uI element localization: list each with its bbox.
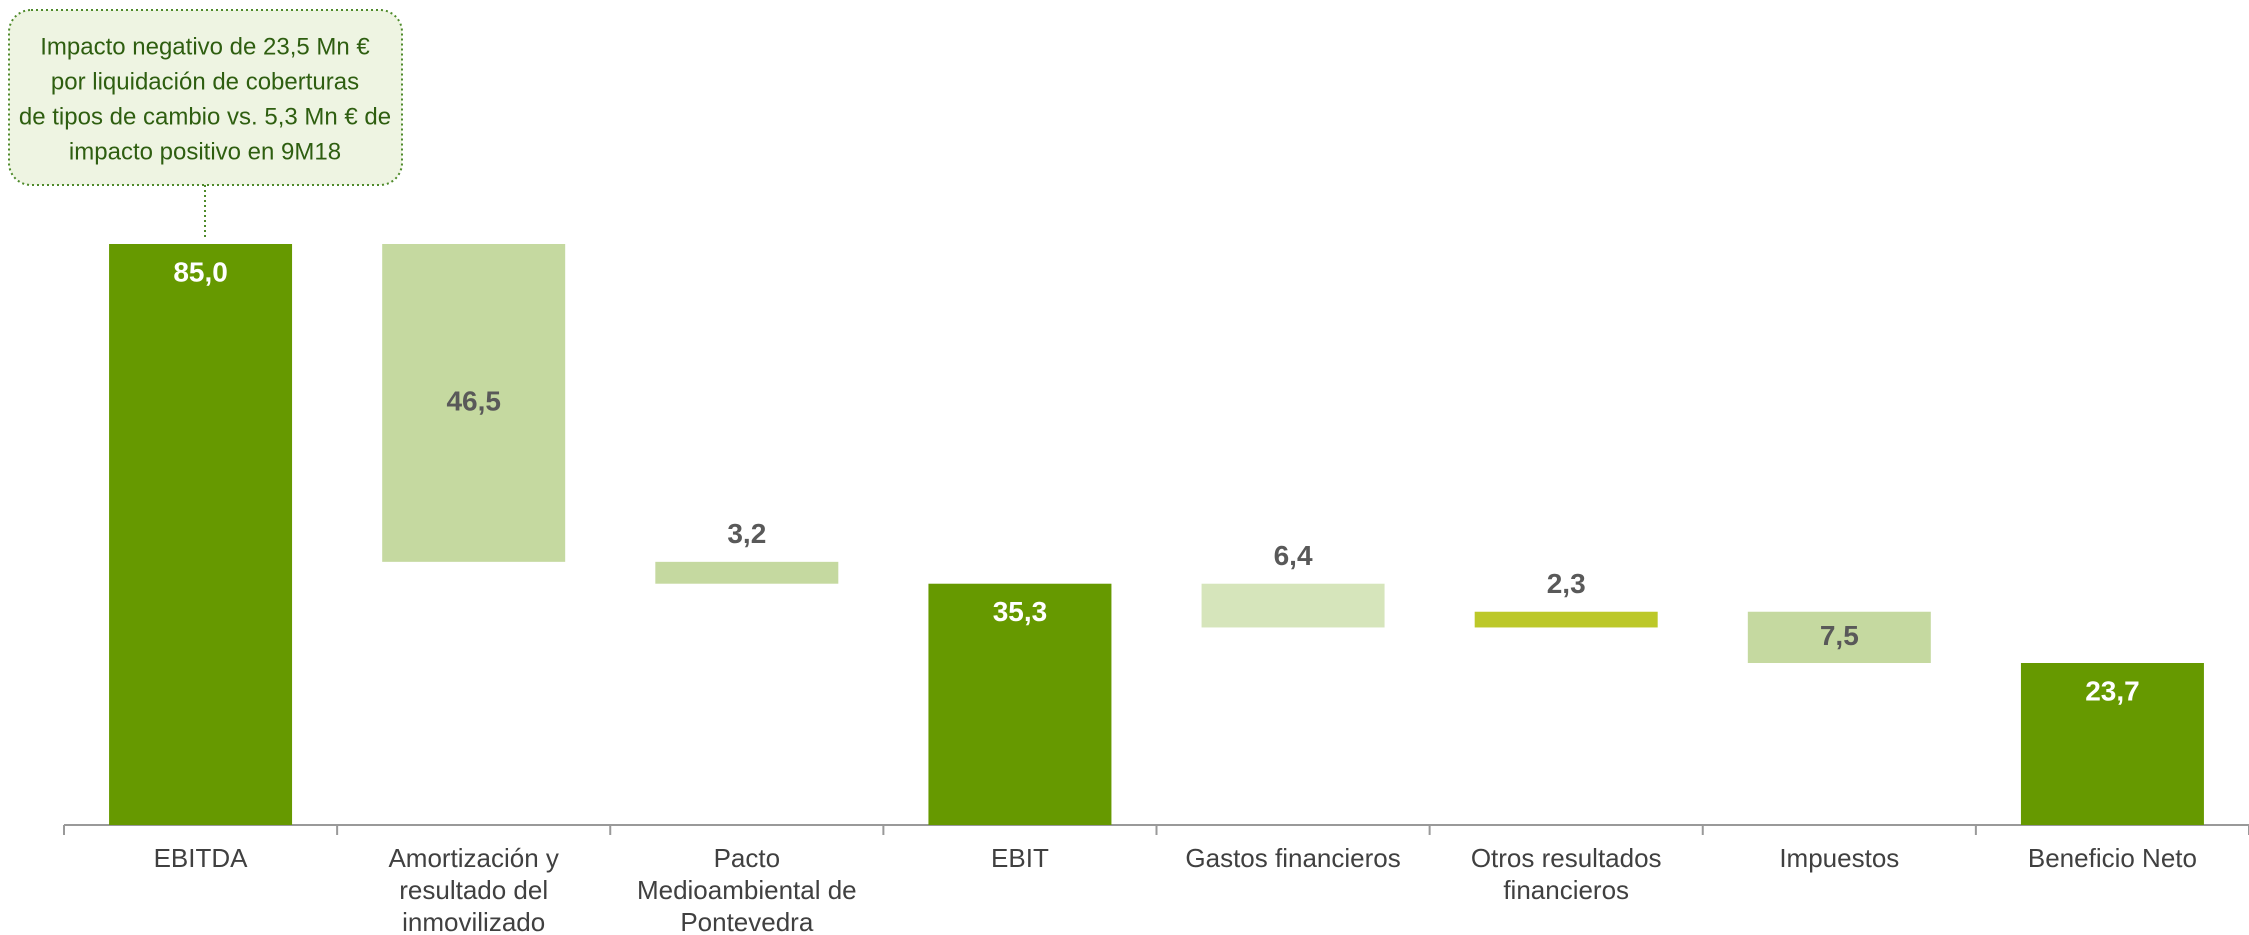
x-tick-label: EBITDA: [154, 843, 249, 873]
data-label: 2,3: [1547, 568, 1586, 599]
data-label: 23,7: [2085, 675, 2140, 706]
bar: [655, 561, 839, 584]
data-label: 85,0: [173, 256, 228, 287]
x-tick-label: Pacto Medioambiental de Pontevedra: [637, 843, 857, 935]
x-tick-label: Gastos financieros: [1185, 843, 1400, 873]
data-label: 46,5: [446, 385, 501, 416]
data-label: 35,3: [993, 596, 1048, 627]
annotation-text: por liquidación de coberturas: [51, 68, 359, 95]
bar: [382, 244, 566, 562]
x-tick-label: Otros resultados financieros: [1471, 843, 1662, 905]
annotation-text: Impacto negativo de 23,5 Mn €: [40, 33, 370, 60]
bar: [2020, 663, 2204, 825]
bar: [1474, 611, 1658, 628]
data-label: 3,2: [727, 518, 766, 549]
x-tick-label: EBIT: [991, 843, 1049, 873]
data-label: 6,4: [1274, 540, 1313, 571]
annotation-box: [8, 9, 403, 186]
bar: [928, 583, 1112, 825]
x-tick-label: Impuestos: [1779, 843, 1899, 873]
annotation-text: impacto positivo en 9M18: [69, 138, 341, 165]
x-tick-label: Beneficio Neto: [2028, 843, 2197, 873]
bar: [109, 244, 293, 825]
x-tick-label: Amortización y resultado del inmovilizado: [388, 843, 559, 935]
bar: [1747, 611, 1931, 664]
annotation-text: de tipos de cambio vs. 5,3 Mn € de: [19, 103, 391, 130]
data-label: 7,5: [1820, 620, 1859, 651]
bar: [1201, 583, 1385, 628]
